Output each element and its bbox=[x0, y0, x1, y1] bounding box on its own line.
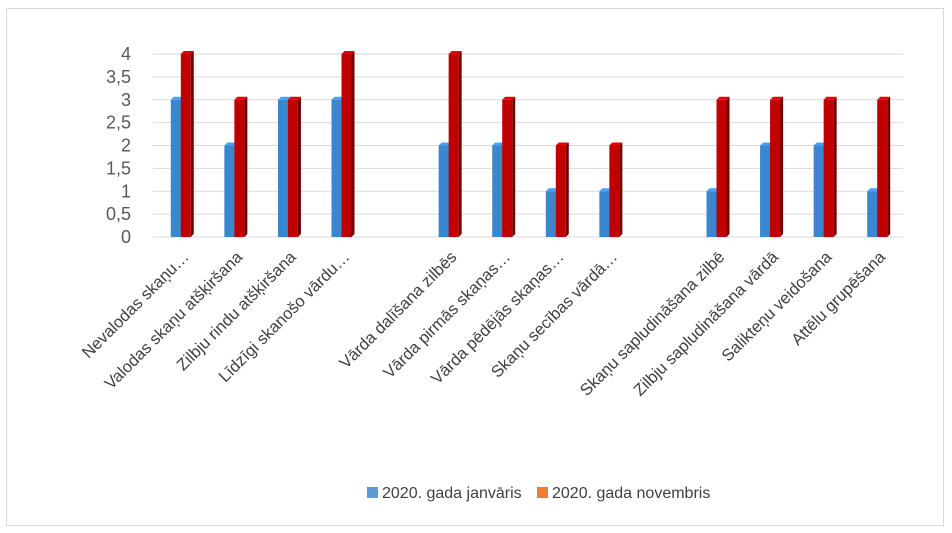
y-axis: 0 0,5 1 1,52 2,5 3 3,5 4 bbox=[106, 44, 131, 247]
bar bbox=[823, 96, 837, 237]
legend-label: 2020. gada janvāris bbox=[382, 485, 522, 502]
bar bbox=[502, 96, 516, 237]
x-axis-labels: Nevalodas skaņu…Valodas skaņu atšķiršana… bbox=[79, 248, 890, 400]
y-tick-label: 2 bbox=[121, 136, 131, 156]
legend-item: 2020. gada novembris bbox=[537, 485, 710, 502]
chart-frame bbox=[6, 8, 944, 526]
legend: 2020. gada janvāris 2020. gada novembris bbox=[367, 485, 710, 502]
bar bbox=[877, 96, 891, 237]
bar bbox=[180, 51, 194, 237]
bar bbox=[234, 96, 248, 237]
bar bbox=[341, 51, 355, 237]
gridlines bbox=[153, 53, 903, 238]
bar bbox=[609, 142, 623, 237]
legend-swatch bbox=[537, 487, 548, 498]
y-tick-label: 1,5 bbox=[106, 158, 131, 178]
bar bbox=[287, 96, 301, 237]
legend-swatch bbox=[367, 487, 378, 498]
y-tick-label: 2,5 bbox=[106, 113, 131, 133]
y-tick-label: 1 bbox=[121, 181, 131, 201]
y-tick-label: 3,5 bbox=[106, 67, 131, 87]
bars bbox=[170, 51, 891, 237]
legend-item: 2020. gada janvāris bbox=[367, 485, 522, 502]
x-tick-label: Attēlu grupēšana bbox=[788, 248, 890, 350]
y-tick-label: 3 bbox=[121, 90, 131, 110]
bar bbox=[716, 96, 730, 237]
bar bbox=[448, 51, 462, 237]
bar bbox=[555, 142, 569, 237]
bar bbox=[770, 96, 784, 237]
y-tick-label: 0,5 bbox=[106, 204, 131, 224]
legend-label: 2020. gada novembris bbox=[552, 485, 710, 502]
y-tick-label: 0 bbox=[121, 227, 131, 247]
y-tick-label: 4 bbox=[121, 44, 131, 64]
